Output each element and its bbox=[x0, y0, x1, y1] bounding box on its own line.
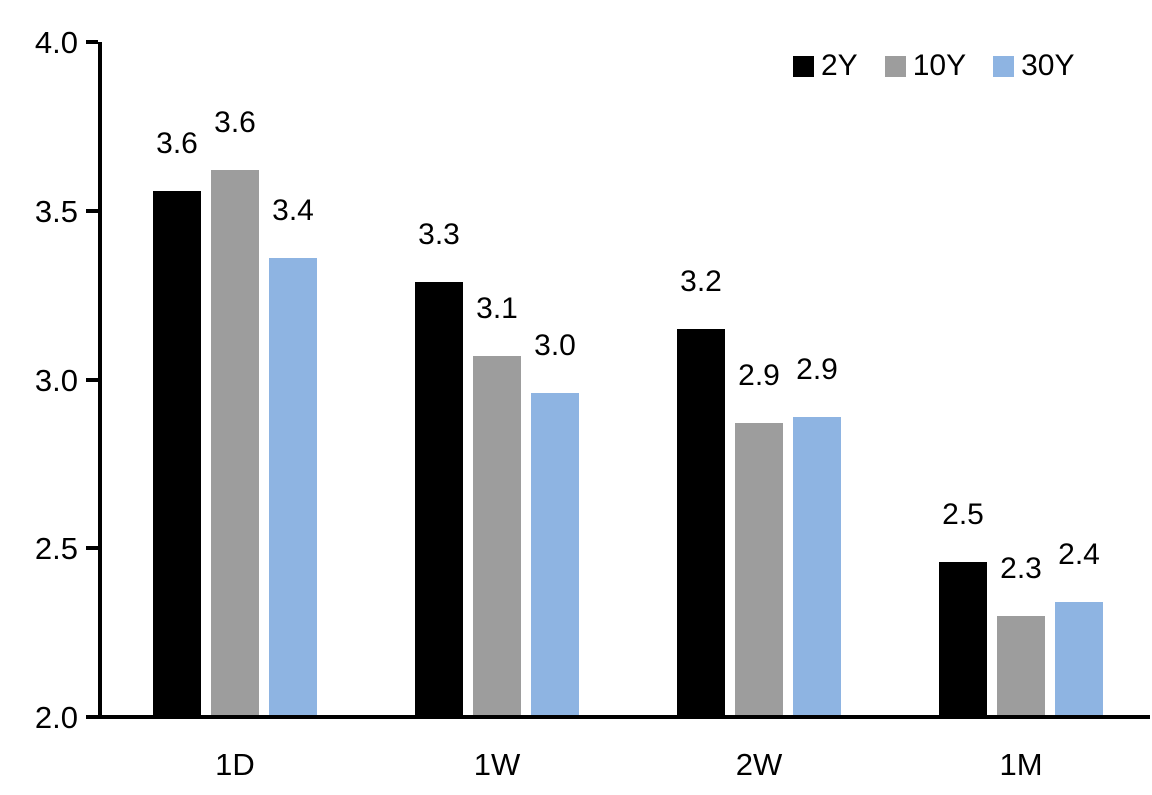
bar-2y-1w bbox=[415, 281, 463, 719]
x-axis-line bbox=[98, 715, 1150, 719]
chart-legend: 2Y 10Y 30Y bbox=[793, 47, 1074, 85]
bar-2y-1d bbox=[153, 190, 201, 719]
bar-30y-2w bbox=[793, 416, 841, 719]
legend-swatch-icon bbox=[993, 55, 1015, 77]
bar-value-label: 3.0 bbox=[534, 329, 576, 362]
y-axis-tick-label: 2.0 bbox=[34, 700, 78, 735]
legend-item-2y: 2Y bbox=[793, 51, 858, 81]
bar-30y-1d bbox=[269, 258, 317, 719]
bar-10y-1d bbox=[211, 170, 259, 719]
legend-item-10y: 10Y bbox=[884, 49, 967, 82]
y-axis-tick-mark bbox=[86, 546, 98, 551]
bar-10y-1w bbox=[473, 355, 521, 719]
bar-2y-2w bbox=[677, 328, 725, 719]
bar-value-label: 3.2 bbox=[680, 264, 722, 298]
bar-value-label: 3.4 bbox=[272, 194, 314, 227]
bar-value-label: 2.9 bbox=[738, 359, 780, 393]
bar-value-label: 2.5 bbox=[942, 497, 984, 531]
y-axis-tick-label: 3.0 bbox=[34, 362, 78, 398]
bar-value-label: 3.6 bbox=[214, 106, 256, 140]
y-axis-tick-mark bbox=[86, 40, 98, 44]
bar-value-label: 2.3 bbox=[1000, 551, 1042, 585]
x-axis-category-label: 1D bbox=[215, 747, 255, 782]
y-axis-tick-mark bbox=[86, 208, 98, 213]
bar-value-label: 3.1 bbox=[476, 291, 518, 325]
y-axis-line bbox=[98, 42, 102, 719]
legend-label: 2Y bbox=[821, 49, 858, 82]
legend-item-30y: 30Y bbox=[993, 51, 1074, 81]
legend-swatch-icon bbox=[793, 55, 814, 77]
x-axis-category-label: 2W bbox=[735, 747, 783, 782]
x-axis-category-label: 1M bbox=[999, 747, 1043, 782]
bar-value-label: 3.6 bbox=[156, 126, 198, 160]
bar-2y-1m bbox=[939, 561, 987, 719]
bar-10y-2w bbox=[735, 423, 783, 719]
y-axis-tick-label: 2.5 bbox=[34, 531, 78, 567]
y-axis-tick-mark bbox=[86, 377, 98, 382]
bar-10y-1m bbox=[997, 615, 1045, 719]
bar-value-label: 3.3 bbox=[418, 217, 460, 251]
bar-value-label: 2.4 bbox=[1058, 538, 1100, 572]
bar-30y-1m bbox=[1055, 602, 1103, 719]
bar-value-label: 2.9 bbox=[796, 352, 838, 386]
legend-swatch-icon bbox=[884, 55, 906, 77]
y-axis-tick-label: 4.0 bbox=[34, 25, 78, 60]
x-axis-category-label: 1W bbox=[473, 747, 521, 782]
legend-label: 30Y bbox=[1021, 49, 1075, 82]
bar-30y-1w bbox=[531, 393, 579, 719]
y-axis-tick-label: 3.5 bbox=[34, 193, 78, 229]
y-axis-tick-mark bbox=[86, 715, 98, 719]
legend-label: 10Y bbox=[912, 49, 967, 82]
